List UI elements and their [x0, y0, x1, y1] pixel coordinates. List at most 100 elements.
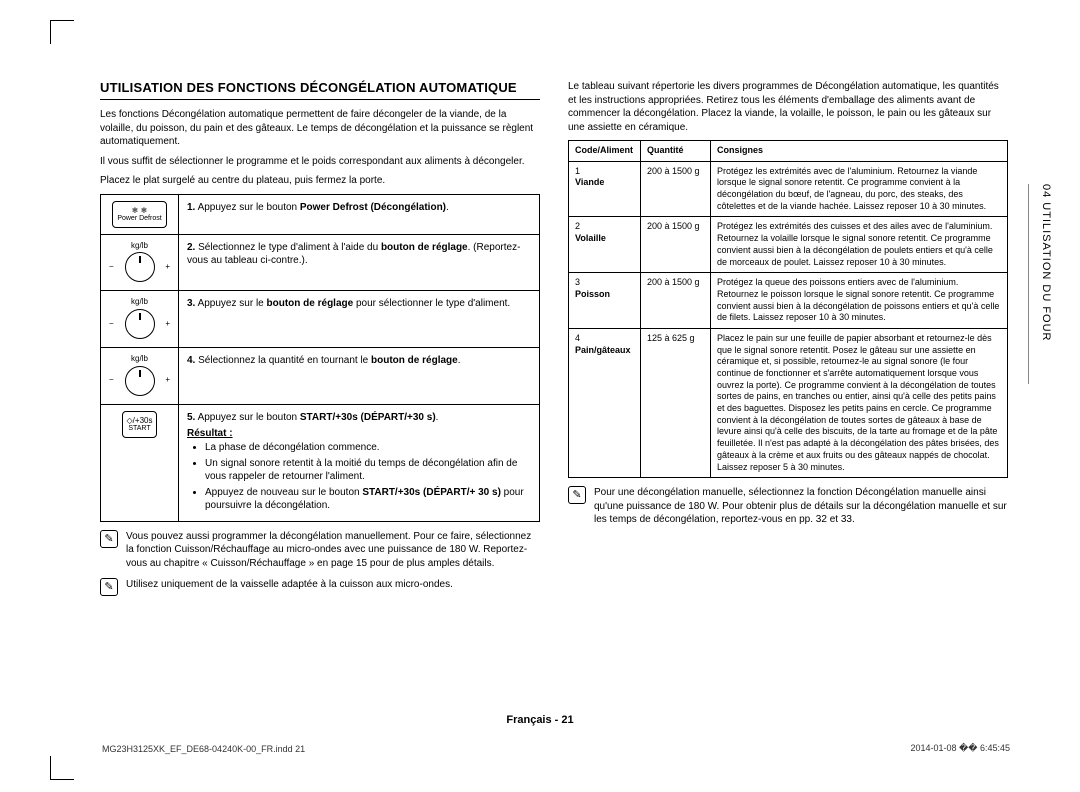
step4-number: 4.: [187, 355, 195, 366]
col-header-qty: Quantité: [641, 141, 711, 162]
knob-plus: +: [165, 262, 170, 273]
cell-code: 2Volaille: [569, 217, 641, 273]
left-note-1: ✎ Vous pouvez aussi programmer la décong…: [100, 530, 540, 571]
right-note: ✎ Pour une décongélation manuelle, sélec…: [568, 486, 1008, 527]
left-note-1-text: Vous pouvez aussi programmer la décongél…: [126, 530, 540, 571]
step2-icon-cell: kg/lb − +: [101, 234, 179, 291]
step4-bold: bouton de réglage: [371, 355, 458, 366]
cell-instructions: Protégez les extrémités des cuisses et d…: [711, 217, 1008, 273]
col-header-code: Code/Aliment: [569, 141, 641, 162]
step2-text-a: Sélectionnez le type d'aliment à l'aide …: [198, 242, 381, 253]
knob-plus-2: +: [165, 319, 170, 330]
dial-knob-icon: [125, 366, 155, 396]
page-container: 04 UTILISATION DU FOUR UTILISATION DES F…: [40, 20, 1040, 760]
right-intro: Le tableau suivant répertorie les divers…: [568, 80, 1008, 134]
table-row: 2Volaille200 à 1500 gProtégez les extrém…: [569, 217, 1008, 273]
step2-number: 2.: [187, 242, 195, 253]
step5-bullet-3: Appuyez de nouveau sur le bouton START/+…: [205, 486, 531, 512]
table-row: 3Poisson200 à 1500 gProtégez la queue de…: [569, 273, 1008, 329]
step3-text-a: Appuyez sur le: [198, 298, 267, 309]
step5-bold: START/+30s (DÉPART/+30 s): [300, 412, 436, 423]
step3-bold: bouton de réglage: [267, 298, 354, 309]
step-row-4: kg/lb − + 4. Sélectionnez la quantité en…: [101, 347, 540, 404]
right-note-text: Pour une décongélation manuelle, sélecti…: [594, 486, 1008, 527]
step1-number: 1.: [187, 202, 195, 213]
step4-text: 4. Sélectionnez la quantité en tournant …: [179, 347, 540, 404]
step4-icon-cell: kg/lb − +: [101, 347, 179, 404]
content-columns: UTILISATION DES FONCTIONS DÉCONGÉLATION …: [40, 20, 1040, 596]
section-heading: UTILISATION DES FONCTIONS DÉCONGÉLATION …: [100, 80, 540, 100]
step4-text-a: Sélectionnez la quantité en tournant le: [198, 355, 371, 366]
step5-number: 5.: [187, 412, 195, 423]
step5-bullet-1: La phase de décongélation commence.: [205, 441, 531, 454]
page-number: Français - 21: [40, 714, 1040, 726]
cell-instructions: Protégez la queue des poissons entiers a…: [711, 273, 1008, 329]
left-column: UTILISATION DES FONCTIONS DÉCONGÉLATION …: [100, 80, 540, 596]
cell-code: 4Pain/gâteaux: [569, 328, 641, 477]
cell-code: 1Viande: [569, 161, 641, 217]
step5-b3a: Appuyez de nouveau sur le bouton: [205, 487, 362, 498]
col-header-instructions: Consignes: [711, 141, 1008, 162]
step5-text-a: Appuyez sur le bouton: [198, 412, 300, 423]
knob-top-label-2: kg/lb: [109, 297, 170, 307]
intro-paragraph-3: Placez le plat surgelé au centre du plat…: [100, 174, 540, 188]
note-icon: ✎: [100, 578, 118, 596]
knob-top-label: kg/lb: [109, 241, 170, 251]
left-note-2: ✎ Utilisez uniquement de la vaisselle ad…: [100, 578, 540, 596]
knob-plus-3: +: [165, 375, 170, 386]
table-header-row: Code/Aliment Quantité Consignes: [569, 141, 1008, 162]
step1-bold: Power Defrost (Décongélation): [300, 202, 446, 213]
cell-instructions: Placez le pain sur une feuille de papier…: [711, 328, 1008, 477]
note-icon: ✎: [100, 530, 118, 548]
cell-qty: 200 à 1500 g: [641, 161, 711, 217]
step5-bullet-2: Un signal sonore retentit à la moitié du…: [205, 457, 531, 483]
dial-knob-icon: [125, 309, 155, 339]
step1-text-a: Appuyez sur le bouton: [198, 202, 300, 213]
step3-number: 3.: [187, 298, 195, 309]
step-row-3: kg/lb − + 3. Appuyez sur le bouton de ré…: [101, 291, 540, 348]
step1-text-b: .: [446, 202, 449, 213]
knob-minus-3: −: [109, 375, 114, 386]
cell-qty: 200 à 1500 g: [641, 273, 711, 329]
cell-qty: 200 à 1500 g: [641, 217, 711, 273]
step2-bold: bouton de réglage: [381, 242, 468, 253]
footer-timestamp: 2014-01-08 �� 6:45:45: [910, 743, 1010, 754]
intro-paragraph-2: Il vous suffit de sélectionner le progra…: [100, 155, 540, 169]
side-tab: 04 UTILISATION DU FOUR: [1028, 184, 1052, 384]
start-icon-label: START: [127, 425, 153, 433]
step-row-2: kg/lb − + 2. Sélectionnez le type d'alim…: [101, 234, 540, 291]
footer-filename: MG23H3125XK_EF_DE68-04240K-00_FR.indd 21: [102, 744, 305, 754]
step5-icon-cell: ◇/+30s START: [101, 404, 179, 521]
table-row: 4Pain/gâteaux125 à 625 gPlacez le pain s…: [569, 328, 1008, 477]
intro-paragraph-1: Les fonctions Décongélation automatique …: [100, 108, 540, 149]
step5-bullets: La phase de décongélation commence. Un s…: [187, 441, 531, 512]
power-defrost-icon: ❄ ❄ Power Defrost: [112, 201, 166, 228]
step1-text: 1. Appuyez sur le bouton Power Defrost (…: [179, 194, 540, 234]
step3-text: 3. Appuyez sur le bouton de réglage pour…: [179, 291, 540, 348]
cell-instructions: Protégez les extrémités avec de l'alumin…: [711, 161, 1008, 217]
step-row-5: ◇/+30s START 5. Appuyez sur le bouton ST…: [101, 404, 540, 521]
step5-text: 5. Appuyez sur le bouton START/+30s (DÉP…: [179, 404, 540, 521]
step5-text-b: .: [436, 412, 439, 423]
right-column: Le tableau suivant répertorie les divers…: [568, 80, 1008, 596]
table-row: 1Viande200 à 1500 gProtégez les extrémit…: [569, 161, 1008, 217]
step-row-1: ❄ ❄ Power Defrost 1. Appuyez sur le bout…: [101, 194, 540, 234]
step5-b3bold: START/+30s (DÉPART/+ 30 s): [362, 487, 501, 498]
defrost-programs-table: Code/Aliment Quantité Consignes 1Viande2…: [568, 140, 1008, 478]
knob-minus: −: [109, 262, 114, 273]
step3-text-b: pour sélectionner le type d'aliment.: [353, 298, 510, 309]
cell-qty: 125 à 625 g: [641, 328, 711, 477]
result-label: Résultat :: [187, 428, 233, 439]
steps-table: ❄ ❄ Power Defrost 1. Appuyez sur le bout…: [100, 194, 540, 522]
start-icon: ◇/+30s START: [122, 411, 158, 438]
step1-icon-cell: ❄ ❄ Power Defrost: [101, 194, 179, 234]
power-defrost-label: Power Defrost: [117, 215, 161, 223]
dial-knob-icon: [125, 252, 155, 282]
knob-top-label-3: kg/lb: [109, 354, 170, 364]
left-note-2-text: Utilisez uniquement de la vaisselle adap…: [126, 578, 453, 596]
step4-text-b: .: [458, 355, 461, 366]
cell-code: 3Poisson: [569, 273, 641, 329]
step2-text: 2. Sélectionnez le type d'aliment à l'ai…: [179, 234, 540, 291]
step3-icon-cell: kg/lb − +: [101, 291, 179, 348]
knob-minus-2: −: [109, 319, 114, 330]
